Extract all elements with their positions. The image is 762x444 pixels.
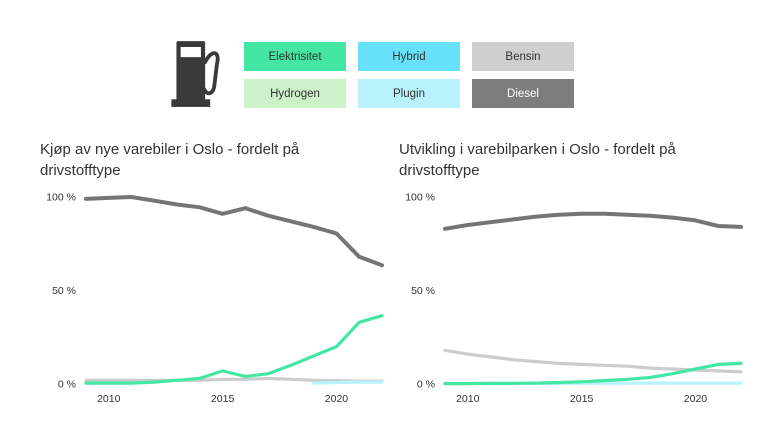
fuel-legend-panel: Elektrisitet Hybrid Bensin Hydrogen Plugin Di… [168, 36, 574, 112]
y-axis-tick-label: 100 % [405, 192, 435, 204]
x-axis-tick-label: 2020 [684, 393, 708, 405]
series-line-elektrisitet [84, 314, 384, 386]
chart-new-van-purchases: Kjøp av nye varebiler i Oslo - fordelt p… [40, 140, 396, 419]
series-line-diesel [443, 212, 743, 232]
chart-van-fleet-development: Utvikling i varebilparken i Oslo - forde… [399, 140, 755, 419]
line-chart-van-fleet-development: 100 % 50 % 0 % 2010 2015 2020 [405, 192, 743, 405]
x-axis-tick-label: 2015 [570, 393, 594, 405]
fuel-pump-icon [171, 41, 220, 107]
x-axis-tick-label: 2010 [97, 393, 121, 405]
line-chart-new-van-purchases: 100 % 50 % 0 % 2010 2015 2020 [46, 192, 384, 405]
y-axis-tick-label: 0 % [417, 379, 435, 391]
series-line-diesel [84, 195, 384, 268]
legend-button-bensin[interactable]: Bensin [472, 42, 574, 71]
series-line-elektrisitet [443, 362, 743, 386]
x-axis-tick-label: 2020 [325, 393, 349, 405]
legend-button-hybrid[interactable]: Hybrid [358, 42, 460, 71]
chart-title-right: Utvikling i varebilparken i Oslo - forde… [399, 141, 676, 179]
chart-title-left: Kjøp av nye varebiler i Oslo - fordelt p… [40, 141, 300, 179]
y-axis-tick-label: 100 % [46, 192, 76, 204]
legend-buttons: Elektrisitet Hybrid Bensin Hydrogen Plugin Di… [244, 42, 574, 108]
series-line-bensin [84, 377, 384, 384]
x-axis-tick-label: 2010 [456, 393, 480, 405]
legend-button-hydrogen[interactable]: Hydrogen [244, 79, 346, 108]
legend-button-elektrisitet[interactable]: Elektrisitet [244, 42, 346, 71]
x-axis-tick-label: 2015 [211, 393, 235, 405]
series-line-plugin [312, 380, 384, 386]
y-axis-tick-label: 50 % [52, 285, 76, 297]
y-axis-tick-label: 0 % [58, 379, 76, 391]
legend-button-diesel[interactable]: Diesel [472, 79, 574, 108]
y-axis-tick-label: 50 % [411, 285, 435, 297]
legend-button-plugin[interactable]: Plugin [358, 79, 460, 108]
